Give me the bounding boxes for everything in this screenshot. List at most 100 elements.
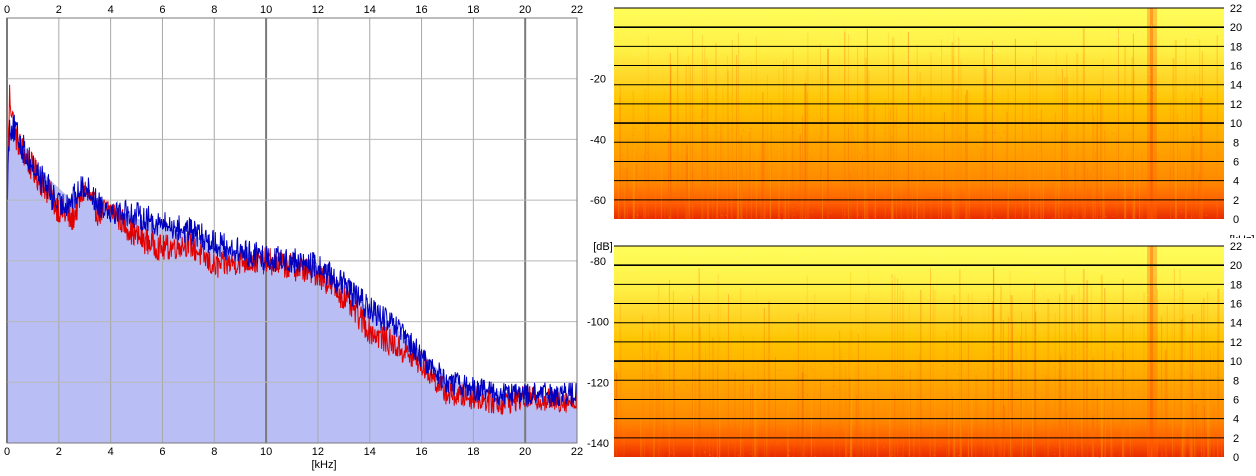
spectrogram-speckle <box>882 285 883 287</box>
spectrogram-streak <box>953 294 956 457</box>
spectrogram-streak <box>1150 173 1152 219</box>
spectrogram-speckle <box>1105 215 1106 217</box>
spectrogram-speckle <box>831 202 833 204</box>
spectrogram-speckle <box>949 344 951 346</box>
frequency-tick-label: 4 <box>1233 176 1239 188</box>
spectrogram-speckle <box>1215 176 1216 178</box>
spectrogram-speckle <box>1131 193 1133 195</box>
spectrogram-speckle <box>936 411 938 413</box>
spectrogram-speckle <box>658 359 660 361</box>
spectrogram-speckle <box>624 209 626 211</box>
spectrogram-speckle <box>1162 454 1164 456</box>
spectrogram-streak <box>1170 99 1171 219</box>
spectrogram-speckle <box>793 214 795 216</box>
spectrogram-streak <box>1185 97 1187 219</box>
spectrogram-streak <box>1191 91 1193 219</box>
spectrogram-speckle <box>684 54 686 56</box>
spectrogram-speckle <box>1108 21 1110 22</box>
spectrogram-speckle <box>967 13 969 15</box>
spectrogram-speckle <box>995 368 997 370</box>
spectrogram-streak <box>868 279 870 457</box>
spectrogram-speckle <box>893 392 895 394</box>
spectrogram-streak <box>850 123 852 219</box>
spectrogram-streak <box>645 124 647 219</box>
spectrogram-speckle <box>1146 349 1148 351</box>
spectrogram-streak <box>1096 99 1098 219</box>
spectrogram-speckle <box>1043 66 1045 68</box>
spectrogram-speckle <box>1186 40 1188 42</box>
spectrogram-speckle <box>1054 378 1055 380</box>
spectrogram-speckle <box>709 87 711 89</box>
spectrogram-speckle <box>922 330 924 332</box>
spectrogram-streak <box>919 353 921 457</box>
spectrogram-speckle <box>1005 435 1007 437</box>
frequency-tick-label: 18 <box>1230 279 1242 291</box>
spectrogram-speckle <box>934 454 935 456</box>
spectrogram-speckle <box>846 325 848 327</box>
spectrogram-speckle <box>845 213 847 215</box>
spectrogram-speckle <box>1060 405 1061 407</box>
spectrogram-streak <box>632 90 634 219</box>
spectrogram-speckle <box>620 383 621 385</box>
spectrogram-speckle <box>802 332 804 334</box>
spectrogram-streak <box>1208 383 1210 457</box>
spectrogram-speckle <box>815 95 817 97</box>
spectrogram-streak <box>693 356 695 457</box>
spectrogram-speckle <box>1089 442 1091 444</box>
spectrogram-speckle <box>1056 309 1057 311</box>
spectrogram-speckle <box>1020 338 1022 340</box>
spectrogram-streak <box>643 153 645 219</box>
spectrogram-speckle <box>720 354 722 356</box>
y-tick-label: -100 <box>587 317 609 329</box>
spectrogram-speckle <box>1046 291 1048 293</box>
spectrogram-speckle <box>1222 47 1224 49</box>
spectrogram-streak <box>965 94 966 219</box>
spectrogram-streak <box>699 327 701 457</box>
spectrogram-streak <box>1189 312 1191 457</box>
spectrogram-streak <box>1164 349 1167 457</box>
spectrogram-speckle <box>1068 305 1070 307</box>
spectrogram-speckle <box>950 435 952 437</box>
spectrogram-speckle <box>1174 445 1175 447</box>
spectrogram-speckle <box>719 163 721 165</box>
spectrogram-streak <box>894 394 896 457</box>
spectrogram-streak <box>1040 152 1042 219</box>
spectrogram-speckle <box>1034 253 1036 255</box>
spectrogram-speckle <box>1130 56 1132 58</box>
spectrogram-speckle <box>930 44 932 46</box>
spectrogram-speckle <box>825 378 827 380</box>
spectrogram-speckle <box>1192 37 1194 38</box>
spectrogram-speckle <box>1137 92 1139 94</box>
spectrogram-speckle <box>1125 317 1127 319</box>
spectrogram-speckle <box>942 68 943 70</box>
spectrogram-streak <box>1201 51 1203 220</box>
spectrogram-speckle <box>1020 353 1022 355</box>
spectrogram-speckle <box>900 442 902 444</box>
spectrogram-speckle <box>1088 204 1090 206</box>
spectrogram-speckle <box>1196 58 1198 60</box>
spectrogram-speckle <box>1075 351 1077 353</box>
spectrogram-speckle <box>796 377 798 379</box>
spectrogram-speckle <box>1200 277 1202 278</box>
spectrogram-speckle <box>1175 70 1177 72</box>
spectrogram-speckle <box>821 50 823 52</box>
spectrogram-speckle <box>1133 326 1135 328</box>
spectrogram-speckle <box>624 212 626 214</box>
spectrogram-speckle <box>1074 99 1076 101</box>
frequency-tick-label: 14 <box>1230 318 1242 330</box>
spectrogram-speckle <box>979 88 980 90</box>
spectrogram-speckle <box>836 352 838 354</box>
spectrogram-speckle <box>945 49 946 51</box>
spectrogram-speckle <box>1170 17 1172 19</box>
spectrogram-speckle <box>1178 120 1180 122</box>
spectrogram-speckle <box>1101 108 1103 110</box>
spectrogram-speckle <box>881 160 883 162</box>
spectrogram-speckle <box>633 135 635 137</box>
spectrogram-streak <box>849 377 851 457</box>
spectrogram-speckle <box>719 352 720 354</box>
spectrogram-speckle <box>1091 379 1093 381</box>
spectrogram-speckle <box>1161 101 1163 103</box>
spectrogram-speckle <box>634 303 636 305</box>
spectrogram-streak <box>681 138 683 219</box>
spectrogram-streak <box>821 117 823 219</box>
